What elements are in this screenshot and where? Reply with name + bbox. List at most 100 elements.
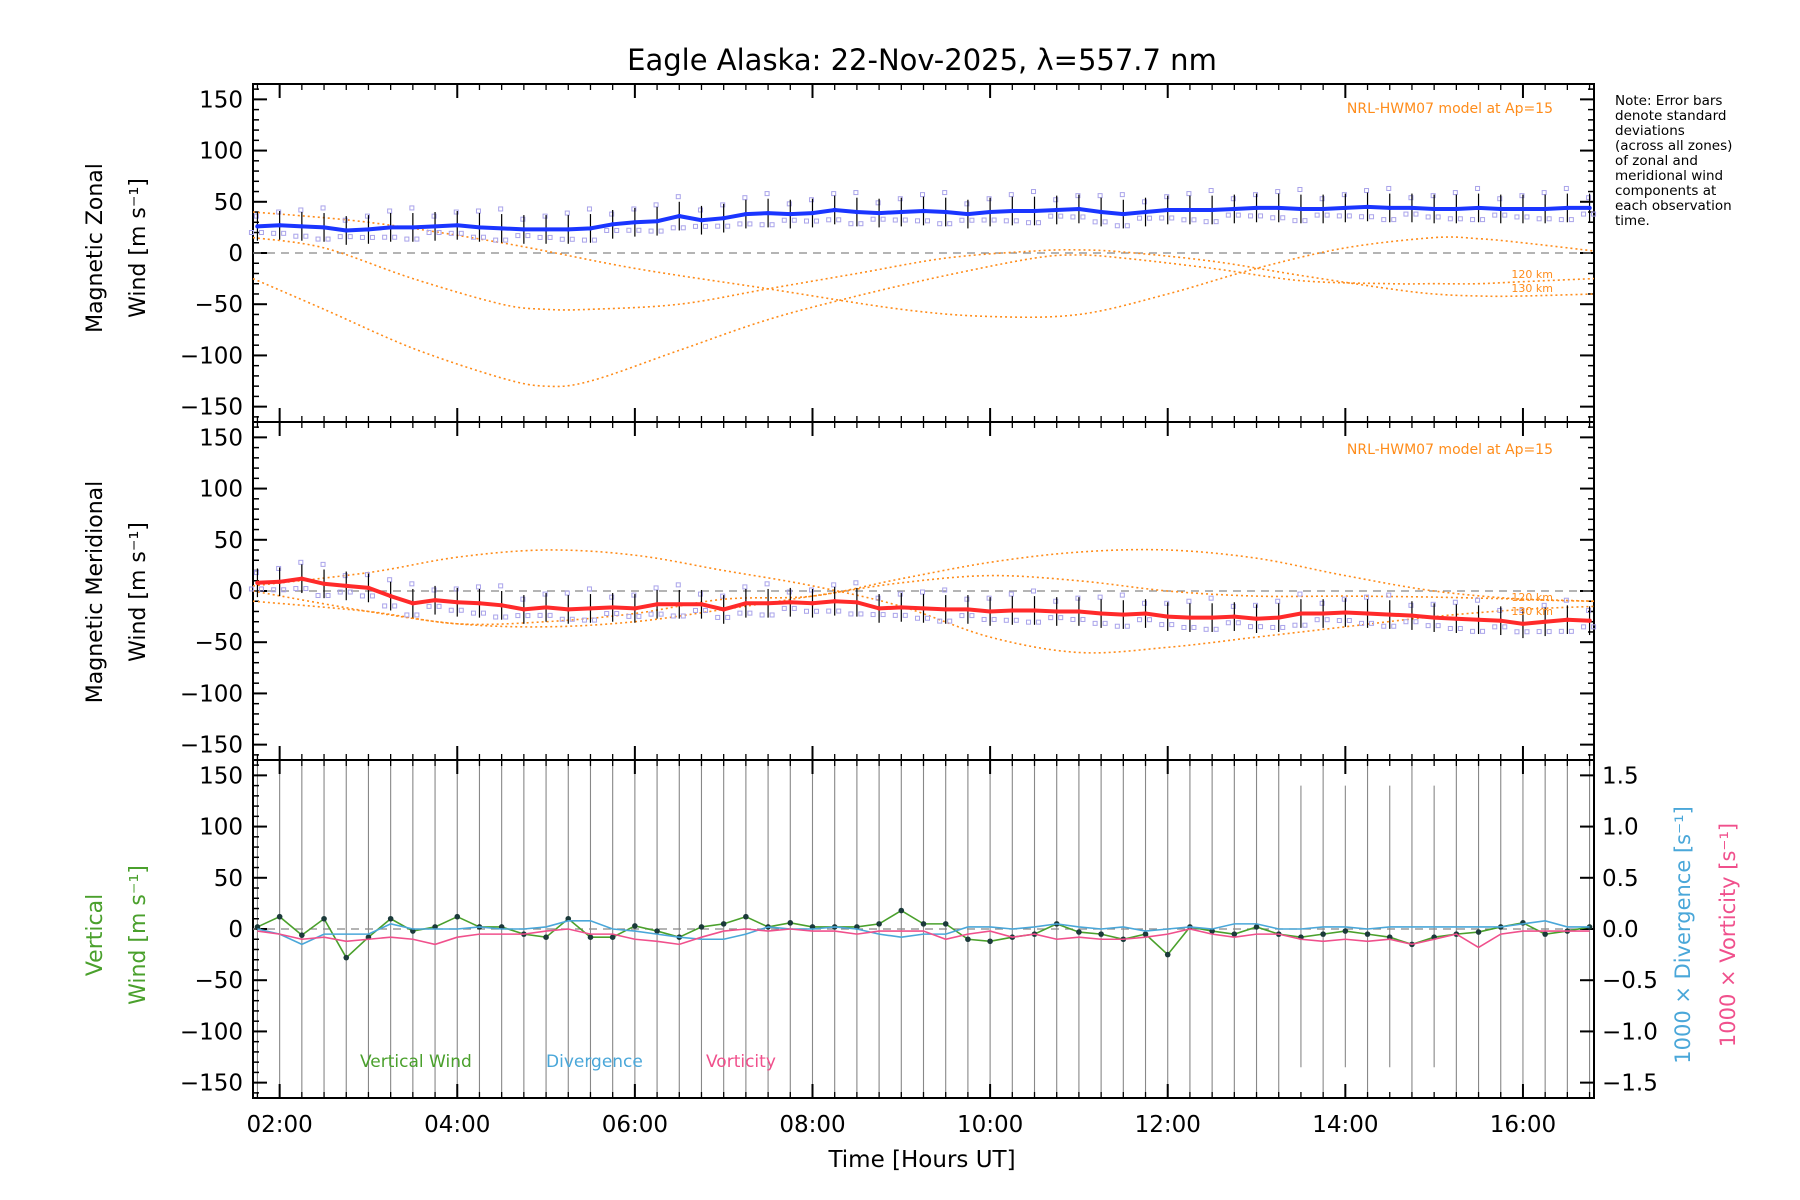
zone-point (1092, 219, 1098, 225)
note-line: of zonal and (1615, 153, 1698, 169)
zone-point (1164, 600, 1170, 606)
wind-point (388, 593, 393, 599)
zone-point (1563, 597, 1569, 603)
zone-point (747, 221, 753, 227)
zone-point (826, 217, 832, 223)
zone-point (470, 234, 476, 240)
wind-point (654, 602, 660, 607)
zone-point (764, 581, 770, 587)
zone-point (1364, 188, 1370, 194)
wind-point (344, 583, 349, 589)
zone-point (1381, 623, 1387, 629)
wind-point (1276, 205, 1281, 211)
zone-point (1080, 616, 1086, 622)
wind-point (477, 601, 482, 606)
zone-point (692, 607, 698, 613)
y-tick-label: 100 (199, 139, 243, 165)
zone-point (271, 587, 277, 593)
zone-point (1336, 213, 1342, 219)
zone-point (1470, 628, 1476, 634)
legend-vertical-wind: Vertical Wind (360, 1052, 472, 1072)
zone-point (1080, 214, 1086, 220)
zone-point (715, 614, 721, 620)
zone-point (614, 227, 620, 233)
zone-point (359, 593, 365, 599)
zone-point (1324, 212, 1330, 218)
zone-point (981, 217, 987, 223)
zone-point (831, 582, 837, 588)
zone-point (1558, 628, 1564, 634)
zone-point (742, 584, 748, 590)
zone-point (315, 593, 321, 599)
zone-point (781, 217, 787, 223)
wind-point (410, 225, 416, 230)
zone-point (382, 603, 388, 609)
zone-point (515, 613, 521, 619)
zone-point (1092, 620, 1098, 626)
zone-point (1114, 223, 1120, 229)
wind-point (566, 607, 571, 612)
zone-point (520, 596, 526, 602)
zone-point (1524, 629, 1530, 635)
zone-point (1519, 607, 1525, 613)
wind-point (1032, 208, 1037, 214)
zone-point (1142, 600, 1148, 606)
wind-point (432, 224, 438, 229)
zone-point (1036, 220, 1042, 226)
zone-point (1102, 219, 1108, 225)
zone-point (431, 213, 437, 219)
wind-point (1431, 615, 1437, 620)
zone-point (986, 196, 992, 202)
zone-point (725, 223, 731, 229)
y2-tick-label: −0.5 (1602, 968, 1658, 994)
zone-point (831, 191, 837, 197)
wind-point (1165, 207, 1170, 213)
zone-point (981, 616, 987, 622)
vertical-wind-point (942, 921, 949, 927)
zone-point (1275, 598, 1281, 604)
wind-point (1409, 613, 1415, 618)
zone-point (542, 213, 548, 219)
zone-point (1408, 602, 1414, 608)
legend-vorticity: Vorticity (706, 1052, 776, 1072)
wind-point (1587, 205, 1592, 211)
zone-point (692, 223, 698, 229)
zone-point (586, 586, 592, 592)
x-axis-label: Time [Hours UT] (827, 1147, 1015, 1173)
zone-point (498, 583, 504, 589)
zone-point (1159, 215, 1165, 221)
wind-point (1165, 614, 1170, 619)
zone-point (1492, 624, 1498, 630)
zone-point (303, 586, 309, 592)
zone-point (1314, 212, 1320, 218)
wind-point (299, 224, 305, 229)
wind-point (1098, 611, 1104, 616)
zone-point (1319, 600, 1325, 606)
zone-point (826, 608, 832, 614)
y-tick-label: −100 (180, 681, 243, 707)
wind-point (965, 607, 971, 612)
zone-point (1053, 598, 1059, 604)
zone-point (1119, 192, 1125, 198)
note-line: Note: Error bars (1615, 93, 1723, 109)
wind-point (1298, 206, 1304, 212)
zonal-panel: −150 −100 −50 0 50 100 150 (180, 83, 1597, 423)
note-line: deviations (1615, 123, 1685, 139)
y2-tick-label: 1.0 (1602, 815, 1639, 841)
zone-point (453, 209, 459, 215)
zone-point (1558, 217, 1564, 223)
zone-point (1070, 616, 1076, 622)
zone-point (1248, 213, 1254, 219)
zone-point (991, 217, 997, 223)
vertical-wind-point (987, 938, 993, 945)
divergence-y2label: 1000 × Divergence [s⁻¹] (1671, 806, 1695, 1064)
zone-point (1031, 189, 1037, 195)
zone-point (653, 585, 659, 591)
zone-point (1480, 628, 1486, 634)
zone-point (1568, 628, 1574, 634)
wind-point (321, 581, 327, 587)
zone-point (1235, 620, 1241, 626)
zone-point (569, 616, 575, 622)
zone-point (626, 227, 632, 233)
